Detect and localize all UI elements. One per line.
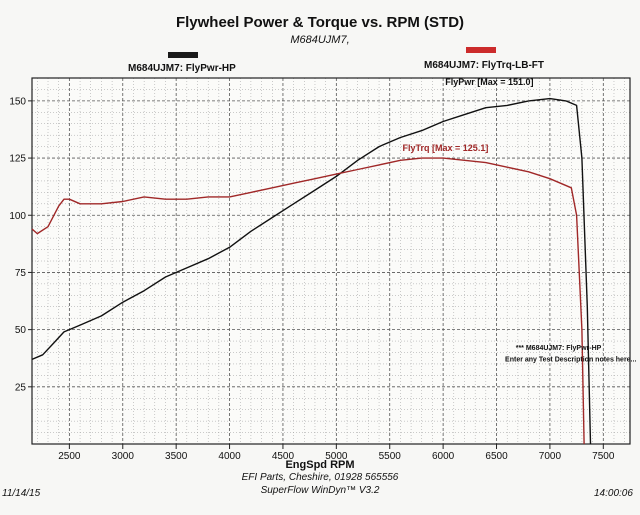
plot-area bbox=[32, 78, 630, 444]
x-tick-label: 6000 bbox=[432, 451, 455, 462]
x-tick-label: 3500 bbox=[165, 451, 188, 462]
x-tick-label: 2500 bbox=[58, 451, 81, 462]
footer-date: 11/14/15 bbox=[2, 488, 41, 499]
series-line-flypwr bbox=[31, 97, 592, 445]
x-tick-label: 7000 bbox=[539, 451, 562, 462]
footer-software: SuperFlow WinDyn™ V3.2 bbox=[260, 485, 380, 496]
plot-frame bbox=[31, 77, 631, 445]
legend-label-power: M684UJM7: FlyPwr-HP bbox=[128, 63, 236, 74]
footer-time: 14:00:06 bbox=[594, 488, 633, 499]
chart-subtitle: M684UJM7, bbox=[290, 34, 350, 46]
y-tick-label: 100 bbox=[9, 211, 26, 222]
x-tick-label: 3000 bbox=[112, 451, 135, 462]
annotation-flytrq: FlyTrq [Max = 125.1] bbox=[403, 143, 489, 153]
x-tick-label: 5000 bbox=[325, 451, 348, 462]
legend-swatch-torque bbox=[466, 47, 496, 53]
x-tick-label: 5500 bbox=[379, 451, 402, 462]
x-tick-label: 7500 bbox=[592, 451, 615, 462]
x-axis-label: EngSpd RPM bbox=[285, 459, 355, 471]
note-line-2: Enter any Test Description notes here... bbox=[505, 357, 636, 364]
legend-label-torque: M684UJM7: FlyTrq-LB-FT bbox=[424, 60, 545, 71]
y-tick-label: 25 bbox=[15, 382, 27, 393]
legend-swatch-power bbox=[168, 52, 198, 58]
footer-company: EFI Parts, Cheshire, 01928 565556 bbox=[241, 472, 399, 483]
y-tick-label: 75 bbox=[15, 268, 27, 279]
y-tick-label: 150 bbox=[9, 96, 26, 107]
y-tick-label: 50 bbox=[15, 325, 27, 336]
y-tick-label: 125 bbox=[9, 154, 26, 165]
note-line-1: *** M684UJM7: FlyPwr-HP bbox=[516, 345, 602, 352]
x-tick-label: 6500 bbox=[485, 451, 508, 462]
chart-title: Flywheel Power & Torque vs. RPM (STD) bbox=[175, 14, 465, 31]
series-line-flytrq bbox=[31, 157, 585, 445]
x-tick-label: 4500 bbox=[272, 451, 295, 462]
x-tick-label: 4000 bbox=[218, 451, 241, 462]
annotation-flypwr: FlyPwr [Max = 151.0] bbox=[445, 77, 533, 87]
